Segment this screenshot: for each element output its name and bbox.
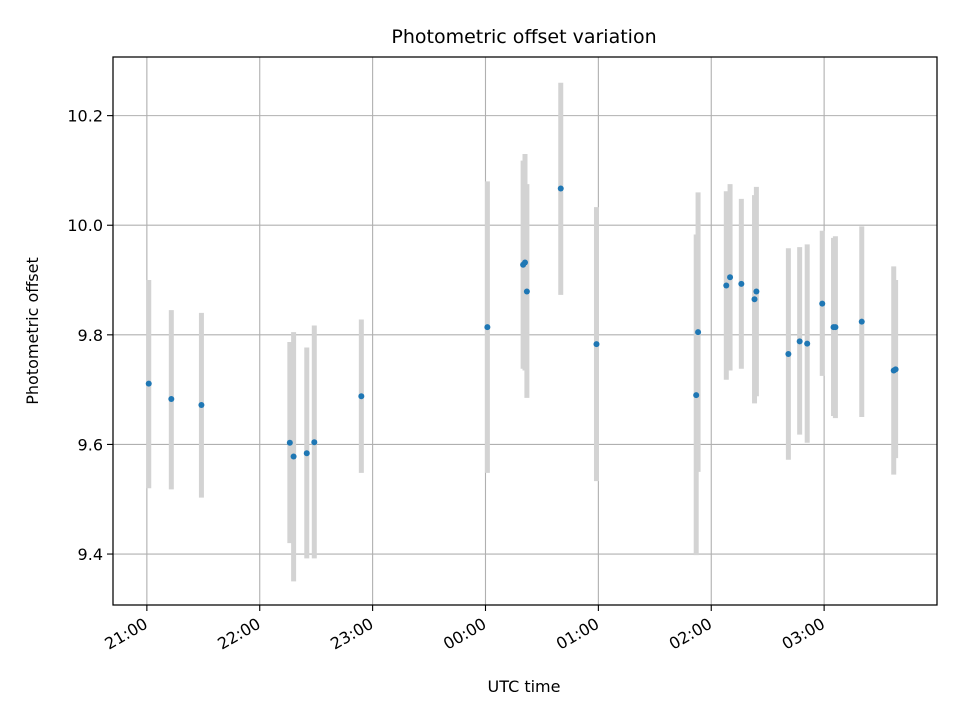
x-tick-label: 03:00 <box>779 614 828 654</box>
data-point <box>311 439 318 446</box>
plot-frame <box>112 56 938 606</box>
y-tick-label: 10.0 <box>67 216 103 235</box>
data-point <box>695 329 702 336</box>
data-point <box>751 296 758 303</box>
chart-title: Photometric offset variation <box>391 26 656 48</box>
data-point <box>693 392 700 399</box>
x-axis-ticks: 21:00 22:00 23:00 00:00 01:00 02:00 03:00 <box>101 605 828 654</box>
data-point <box>785 351 792 358</box>
data-point <box>168 395 175 402</box>
data-point <box>290 453 297 460</box>
data-point <box>523 288 530 295</box>
y-tick-label: 9.6 <box>78 435 103 454</box>
data-point <box>593 341 600 348</box>
data-point <box>738 280 745 287</box>
data-point <box>892 366 899 373</box>
x-tick-label: 02:00 <box>666 614 715 654</box>
data-point <box>198 401 205 408</box>
data-point <box>286 439 293 446</box>
data-point <box>723 282 730 289</box>
data-point <box>753 288 760 295</box>
x-tick-label: 00:00 <box>440 614 489 654</box>
y-tick-label: 9.4 <box>78 545 103 564</box>
data-point <box>484 324 491 331</box>
data-point <box>557 185 564 192</box>
data-point <box>819 300 826 307</box>
data-point <box>358 393 365 400</box>
x-tick-label: 01:00 <box>553 614 602 654</box>
x-tick-label: 23:00 <box>327 614 376 654</box>
error-bars <box>146 82 899 582</box>
data-point <box>727 274 734 281</box>
data-point <box>832 324 839 331</box>
y-tick-label: 9.8 <box>78 326 103 345</box>
x-tick-label: 21:00 <box>101 614 150 654</box>
data-point <box>804 340 811 347</box>
y-axis-label: Photometric offset <box>23 257 42 405</box>
x-tick-label: 22:00 <box>214 614 263 654</box>
data-point <box>145 380 152 387</box>
y-axis-ticks: 9.4 9.6 9.8 10.0 10.2 <box>67 107 113 564</box>
y-tick-label: 10.2 <box>67 107 103 126</box>
x-axis-label: UTC time <box>488 677 561 696</box>
data-point <box>858 318 865 325</box>
data-points <box>145 185 899 460</box>
data-point <box>796 338 803 345</box>
data-point <box>522 259 528 266</box>
data-point <box>303 450 310 457</box>
